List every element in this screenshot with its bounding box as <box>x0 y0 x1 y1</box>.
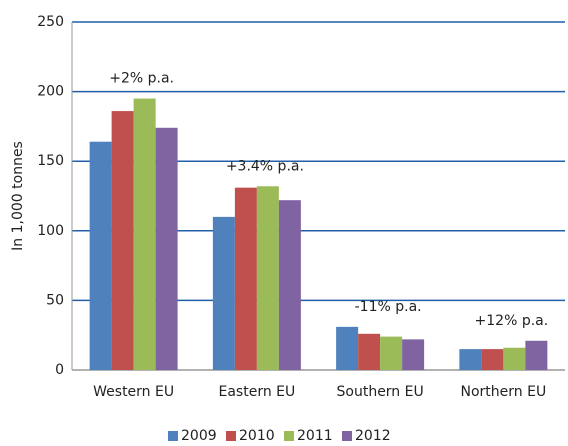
legend-swatch <box>168 431 178 441</box>
legend-label: 2009 <box>181 428 217 444</box>
y-tick-label: 200 <box>37 84 64 100</box>
bar <box>155 127 178 371</box>
annotation: +2% p.a. <box>109 71 174 87</box>
y-tick-label: 250 <box>37 14 64 30</box>
bar <box>503 347 526 370</box>
annotation: +12% p.a. <box>475 313 549 329</box>
bar <box>234 187 257 370</box>
annotation: -11% p.a. <box>355 299 422 315</box>
legend-label: 2011 <box>297 428 333 444</box>
bar <box>256 186 279 370</box>
y-tick-label: 100 <box>37 223 64 239</box>
y-axis-label: In 1,000 tonnes <box>10 141 26 251</box>
y-tick-label: 50 <box>46 292 64 308</box>
y-tick-label: 150 <box>37 153 64 169</box>
legend-swatch <box>284 431 294 441</box>
bar <box>358 333 381 370</box>
y-tick-label: 0 <box>55 362 64 378</box>
bar <box>402 339 425 370</box>
bar <box>336 326 359 370</box>
legend-label: 2012 <box>355 428 391 444</box>
legend-label: 2010 <box>239 428 275 444</box>
x-tick-label: Eastern EU <box>219 384 296 400</box>
bar <box>89 141 112 370</box>
bar <box>278 200 301 370</box>
bar <box>380 336 403 370</box>
bar <box>111 111 134 370</box>
bar <box>481 349 504 370</box>
bar <box>212 216 235 370</box>
x-tick-label: Southern EU <box>337 384 424 400</box>
bar <box>525 340 548 370</box>
legend-swatch <box>342 431 352 441</box>
legend-swatch <box>226 431 236 441</box>
x-tick-label: Western EU <box>93 384 174 400</box>
bar <box>459 349 482 370</box>
annotation: +3.4% p.a. <box>226 158 304 174</box>
x-tick-label: Northern EU <box>461 384 547 400</box>
bar <box>133 98 156 370</box>
